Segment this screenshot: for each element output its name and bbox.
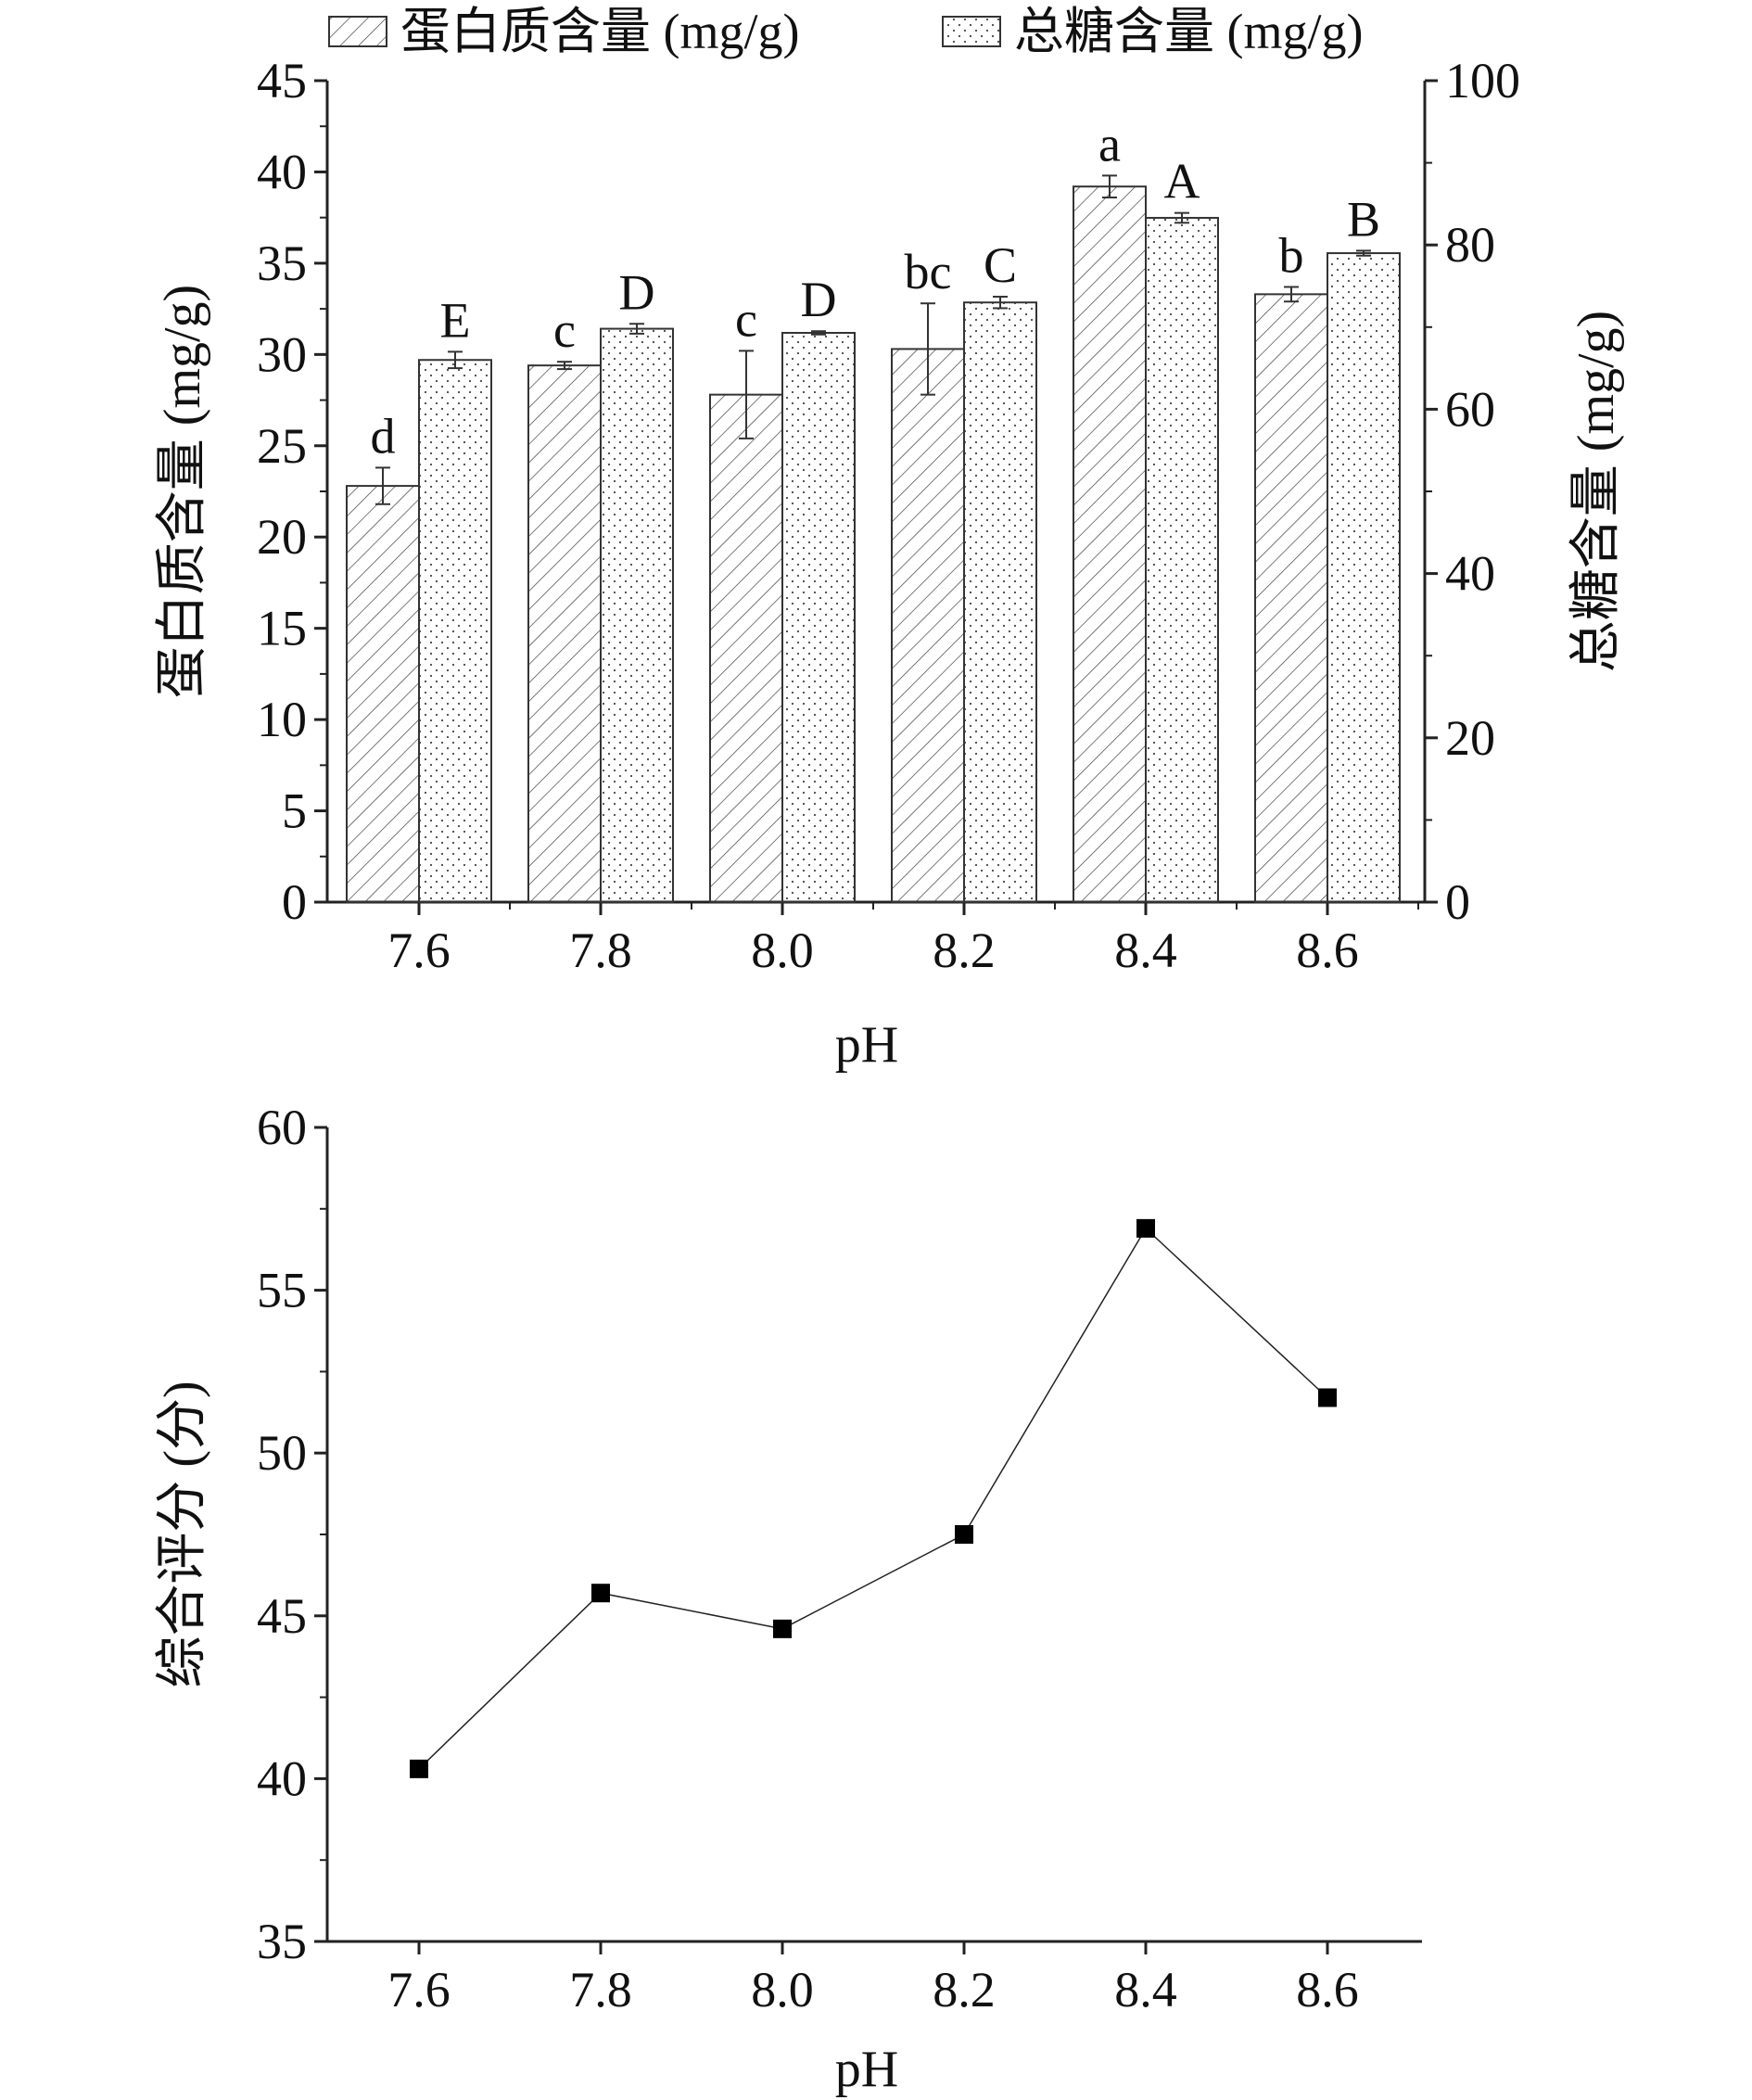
significance-label: A bbox=[1164, 154, 1200, 210]
bar-sugar bbox=[600, 327, 674, 903]
data-point bbox=[773, 1619, 792, 1638]
x-tick-label: 8.6 bbox=[1296, 1962, 1359, 2017]
y-tick-label-left: 0 bbox=[282, 874, 307, 930]
y-axis-label: 综合评分 (分) bbox=[154, 1381, 211, 1687]
y-tick-label: 40 bbox=[257, 1750, 307, 1806]
legend-swatch-protein bbox=[328, 16, 387, 47]
bar-protein bbox=[527, 364, 602, 903]
x-tick-label: 8.2 bbox=[933, 1962, 996, 2017]
significance-label: c bbox=[553, 302, 576, 358]
bar-chart: 蛋白质含量 (mg/g) 总糖含量 (mg/g) 蛋白质含量 (mg/g) 总糖… bbox=[154, 4, 1625, 1074]
significance-label: a bbox=[1098, 116, 1121, 172]
significance-label: b bbox=[1279, 227, 1304, 283]
significance-label: B bbox=[1347, 191, 1380, 247]
y-tick-label: 35 bbox=[257, 1914, 307, 1969]
y-tick-label-left: 5 bbox=[282, 783, 307, 839]
bar-sugar bbox=[418, 359, 492, 903]
y-tick-label-left: 15 bbox=[257, 601, 307, 656]
series-line bbox=[418, 1227, 1328, 1770]
y-tick-label-left: 45 bbox=[257, 53, 307, 108]
y-axis-label-left: 蛋白质含量 (mg/g) bbox=[154, 285, 211, 698]
y-tick-label-right: 0 bbox=[1445, 874, 1470, 930]
x-tick-label: 8.4 bbox=[1114, 1962, 1177, 2017]
bar-protein bbox=[709, 393, 783, 904]
bar-protein bbox=[891, 348, 965, 903]
y-axis-label-right: 总糖含量 (mg/g) bbox=[1568, 311, 1625, 672]
y-tick-label-left: 30 bbox=[257, 326, 307, 382]
legend: 蛋白质含量 (mg/g) 总糖含量 (mg/g) bbox=[328, 4, 1363, 59]
y-tick-label-right: 20 bbox=[1445, 710, 1495, 766]
x-tick-label: 7.8 bbox=[569, 923, 632, 978]
line-chart: 综合评分 (分) pH 35 40 45 50 55 60 7.6 7.8 8.0 8.2 8.4 8… bbox=[154, 1100, 1422, 2098]
x-axis-label: pH bbox=[835, 1016, 898, 1074]
y-tick-label: 60 bbox=[257, 1100, 307, 1155]
y-tick-label-left: 35 bbox=[257, 235, 307, 291]
bar-sugar bbox=[1145, 216, 1219, 904]
significance-label: D bbox=[619, 264, 655, 320]
x-tick-label: 8.0 bbox=[751, 1962, 814, 2017]
legend-label-protein: 蛋白质含量 (mg/g) bbox=[400, 4, 799, 59]
legend-label-sugar: 总糖含量 (mg/g) bbox=[1014, 4, 1363, 59]
legend-swatch-sugar bbox=[942, 16, 1001, 47]
significance-label: d bbox=[371, 408, 396, 464]
bar-sugar bbox=[963, 301, 1037, 904]
significance-label: bc bbox=[905, 244, 952, 299]
y-tick-label-right: 60 bbox=[1445, 381, 1495, 437]
significance-label: E bbox=[440, 292, 471, 348]
x-tick-label: 8.2 bbox=[933, 923, 996, 978]
data-point bbox=[1136, 1218, 1155, 1238]
y-tick-label-left: 25 bbox=[257, 418, 307, 474]
y-tick-label-left: 10 bbox=[257, 692, 307, 747]
y-tick-label: 55 bbox=[257, 1263, 307, 1318]
y-tick-label: 50 bbox=[257, 1425, 307, 1481]
bar-protein bbox=[1254, 293, 1328, 903]
y-tick-label-left: 40 bbox=[257, 144, 307, 199]
y-tick-label-right: 40 bbox=[1445, 546, 1495, 602]
x-tick-label: 7.6 bbox=[387, 1962, 451, 2017]
x-tick-label: 8.4 bbox=[1114, 923, 1177, 978]
significance-label: C bbox=[984, 237, 1017, 293]
significance-label: c bbox=[735, 291, 757, 347]
bar-sugar bbox=[1327, 252, 1401, 903]
x-axis-label: pH bbox=[835, 2041, 898, 2098]
data-point bbox=[955, 1525, 973, 1544]
x-tick-label: 8.6 bbox=[1296, 923, 1359, 978]
bar-protein bbox=[1073, 185, 1147, 903]
y-tick-label-right: 100 bbox=[1445, 53, 1520, 108]
bar-sugar bbox=[781, 332, 856, 903]
y-tick-label-left: 20 bbox=[257, 509, 307, 565]
x-tick-label: 8.0 bbox=[751, 923, 814, 978]
data-point bbox=[1318, 1388, 1337, 1407]
y-tick-label: 45 bbox=[257, 1588, 307, 1644]
x-tick-label: 7.8 bbox=[569, 1962, 632, 2017]
significance-label: D bbox=[801, 272, 837, 327]
bar-protein bbox=[346, 485, 420, 903]
data-point bbox=[591, 1584, 610, 1603]
x-tick-label: 7.6 bbox=[387, 923, 451, 978]
data-point bbox=[410, 1759, 428, 1778]
y-tick-label-right: 80 bbox=[1445, 217, 1495, 273]
